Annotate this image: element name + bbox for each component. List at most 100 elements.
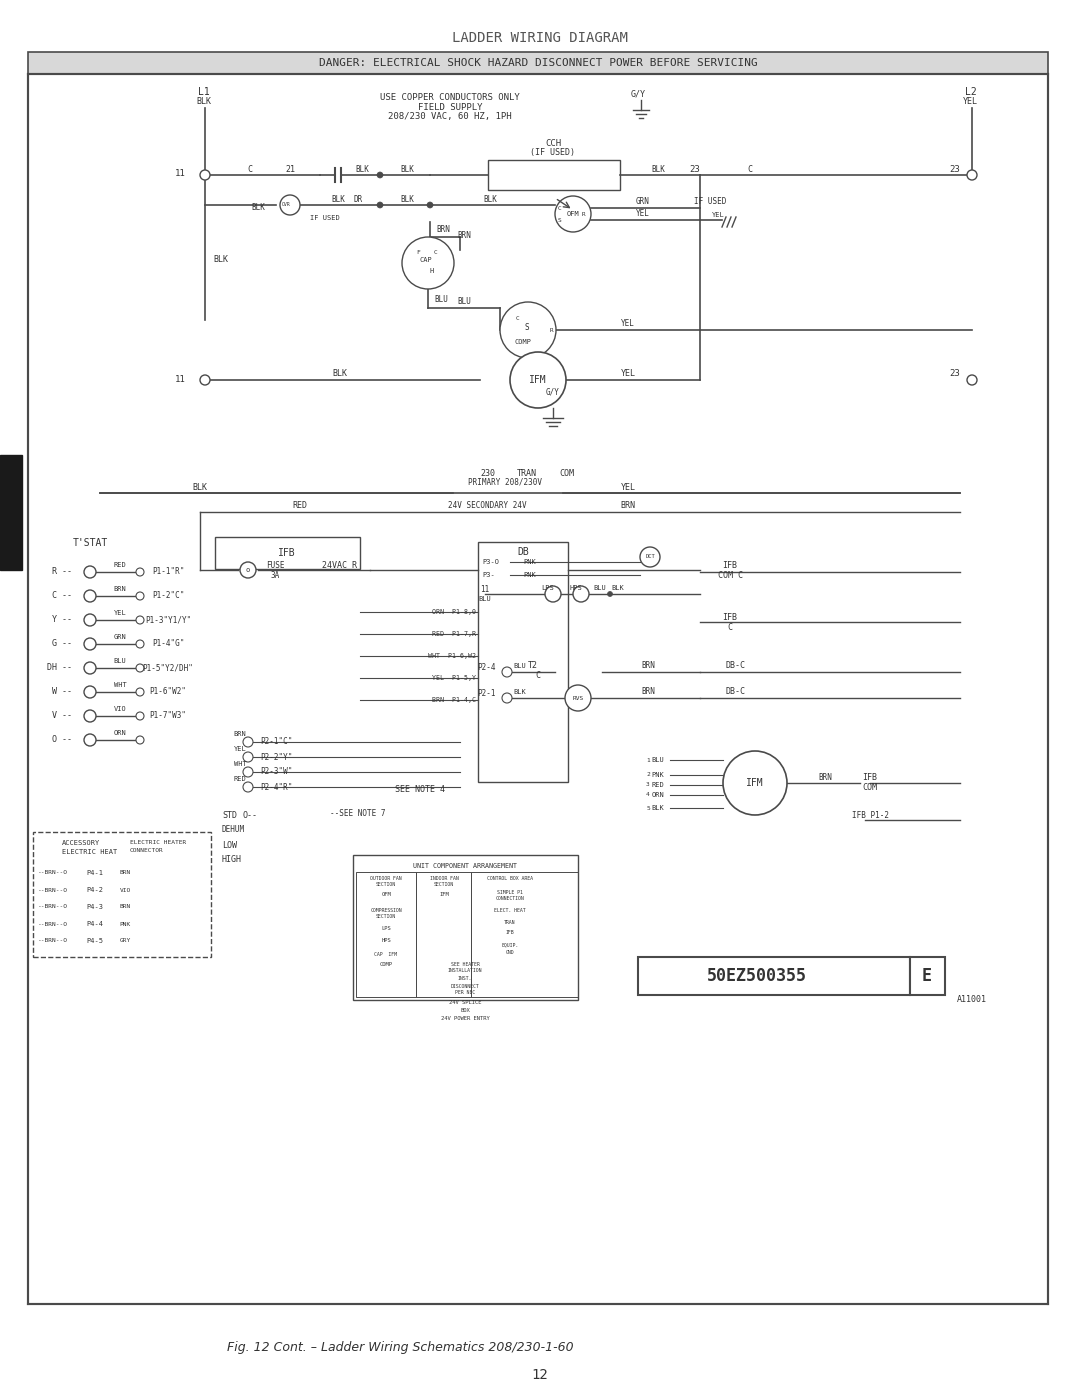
Text: G/Y: G/Y — [546, 387, 559, 397]
Text: IF USED: IF USED — [693, 197, 726, 207]
Text: T'STAT: T'STAT — [72, 538, 108, 548]
Text: P2-3"W": P2-3"W" — [260, 767, 293, 777]
Text: CAP  IFM: CAP IFM — [375, 953, 397, 957]
Bar — [215, 536, 360, 569]
Text: BLK: BLK — [514, 689, 526, 694]
Text: 24V SECONDARY 24V: 24V SECONDARY 24V — [448, 500, 526, 510]
Text: DB-C: DB-C — [725, 687, 745, 697]
Text: EQUIP.: EQUIP. — [501, 943, 518, 947]
Text: PNK: PNK — [120, 922, 131, 926]
Text: 23: 23 — [949, 165, 960, 173]
Text: INST.: INST. — [458, 975, 472, 981]
Text: SECTION: SECTION — [434, 883, 454, 887]
Text: S: S — [525, 323, 529, 331]
Circle shape — [243, 767, 253, 777]
Text: PRIMARY 208/230V: PRIMARY 208/230V — [468, 478, 542, 486]
Text: --SEE NOTE 7: --SEE NOTE 7 — [330, 809, 386, 817]
Text: FIELD SUPPLY: FIELD SUPPLY — [418, 102, 483, 112]
Text: 5: 5 — [646, 806, 650, 810]
Text: 1: 1 — [646, 757, 650, 763]
Text: BLK: BLK — [333, 369, 348, 379]
Text: CONNECTION: CONNECTION — [496, 897, 525, 901]
Text: S: S — [558, 218, 562, 222]
Text: C: C — [536, 671, 540, 679]
Text: 12: 12 — [531, 1368, 549, 1382]
Text: C: C — [747, 165, 753, 173]
Text: WHT: WHT — [113, 682, 126, 687]
Text: BOX: BOX — [460, 1007, 470, 1013]
Circle shape — [84, 686, 96, 698]
Text: USE COPPER CONDUCTORS ONLY: USE COPPER CONDUCTORS ONLY — [380, 92, 519, 102]
Text: BRN: BRN — [120, 904, 131, 909]
Text: DH --: DH -- — [48, 664, 72, 672]
Circle shape — [200, 170, 210, 180]
Text: RED: RED — [293, 502, 308, 510]
Circle shape — [243, 738, 253, 747]
Text: OFM: OFM — [381, 893, 391, 897]
Text: 11: 11 — [175, 374, 186, 384]
Text: P2-4: P2-4 — [477, 664, 496, 672]
Text: 230: 230 — [481, 469, 496, 479]
Text: P3-O: P3-O — [482, 559, 499, 564]
Circle shape — [280, 196, 300, 215]
Text: L1: L1 — [198, 87, 210, 96]
Text: O--: O-- — [243, 810, 257, 820]
Text: IFM: IFM — [440, 893, 449, 897]
Circle shape — [402, 237, 454, 289]
Text: YEL: YEL — [621, 482, 635, 492]
Text: BLU: BLU — [594, 585, 606, 591]
Circle shape — [136, 664, 144, 672]
Text: --BRN--O: --BRN--O — [38, 887, 68, 893]
Circle shape — [723, 752, 787, 814]
Bar — [28, 52, 1048, 74]
Circle shape — [84, 590, 96, 602]
Text: DEHUM: DEHUM — [222, 826, 245, 834]
Text: HPS: HPS — [381, 937, 391, 943]
Text: DANGER: ELECTRICAL SHOCK HAZARD DISCONNECT POWER BEFORE SERVICING: DANGER: ELECTRICAL SHOCK HAZARD DISCONNE… — [319, 59, 757, 68]
Text: BRN: BRN — [233, 731, 246, 738]
Text: P1-2"C": P1-2"C" — [152, 591, 185, 601]
Text: OUTDOOR FAN: OUTDOOR FAN — [370, 876, 402, 880]
Text: VIO: VIO — [113, 705, 126, 712]
Text: UNIT COMPONENT ARRANGEMENT: UNIT COMPONENT ARRANGEMENT — [413, 863, 517, 869]
Text: YEL: YEL — [621, 369, 635, 379]
Text: BLK: BLK — [651, 165, 665, 173]
Text: STD: STD — [222, 810, 237, 820]
Text: E: E — [922, 967, 932, 985]
Text: BRN  P1-4,C: BRN P1-4,C — [432, 697, 476, 703]
Text: P4-5: P4-5 — [86, 937, 104, 944]
Text: IF USED: IF USED — [310, 215, 340, 221]
Text: BLU: BLU — [457, 298, 471, 306]
Text: P4-2: P4-2 — [86, 887, 104, 893]
Text: F: F — [416, 250, 420, 256]
Circle shape — [502, 666, 512, 678]
Text: ORN: ORN — [651, 792, 664, 798]
Text: CONNECTOR: CONNECTOR — [130, 848, 164, 854]
Text: W --: W -- — [52, 687, 72, 697]
Text: RED: RED — [233, 775, 246, 782]
Text: BLU: BLU — [113, 658, 126, 664]
Bar — [356, 872, 416, 997]
Text: BRN: BRN — [642, 687, 654, 697]
Text: C --: C -- — [52, 591, 72, 601]
Text: L2: L2 — [966, 87, 976, 96]
Text: BLU: BLU — [478, 597, 491, 602]
Text: ELECTRIC HEATER: ELECTRIC HEATER — [130, 841, 186, 845]
Text: LADDER WIRING DIAGRAM: LADDER WIRING DIAGRAM — [453, 31, 627, 45]
Text: SIMPLE P1: SIMPLE P1 — [497, 890, 523, 894]
Bar — [33, 833, 211, 957]
Text: P1-1"R": P1-1"R" — [152, 567, 185, 577]
Bar — [488, 161, 620, 190]
Text: BLK: BLK — [355, 165, 369, 173]
Text: VIO: VIO — [120, 887, 131, 893]
Text: COMP: COMP — [379, 963, 392, 968]
Text: HPS: HPS — [569, 585, 582, 591]
Text: OFM: OFM — [567, 211, 579, 217]
Text: BLK: BLK — [400, 165, 414, 173]
Text: COM C: COM C — [717, 571, 743, 581]
Text: 4: 4 — [646, 792, 650, 798]
Circle shape — [84, 662, 96, 673]
Circle shape — [967, 170, 977, 180]
Circle shape — [200, 374, 210, 386]
Text: RVS: RVS — [572, 696, 583, 700]
